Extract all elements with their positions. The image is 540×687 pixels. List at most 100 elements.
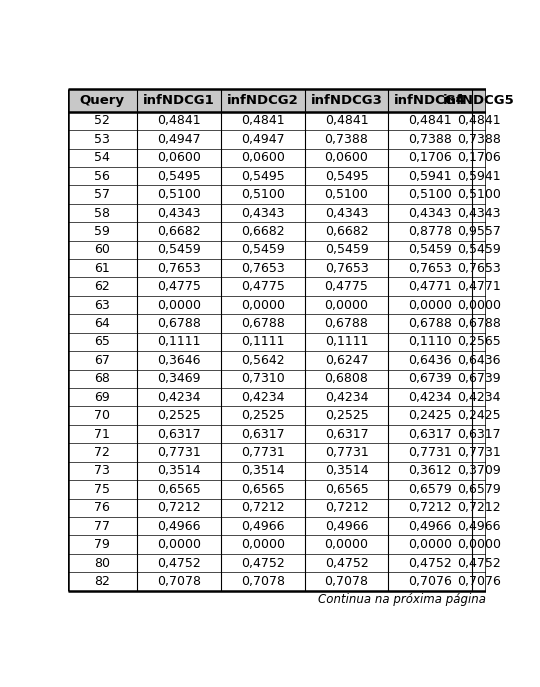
Text: 0,4966: 0,4966	[457, 519, 501, 532]
Text: 0,0000: 0,0000	[157, 299, 201, 312]
Text: 0,2425: 0,2425	[457, 409, 501, 422]
Text: 0,4752: 0,4752	[325, 556, 368, 570]
Text: 58: 58	[94, 207, 110, 220]
Text: 0,5459: 0,5459	[457, 243, 501, 256]
Text: 0,4841: 0,4841	[457, 115, 501, 127]
Text: 0,7731: 0,7731	[408, 446, 452, 459]
Text: 53: 53	[94, 133, 110, 146]
Text: 0,7212: 0,7212	[325, 502, 368, 515]
Text: 0,5459: 0,5459	[157, 243, 201, 256]
Text: 0,4947: 0,4947	[157, 133, 201, 146]
Text: 0,5100: 0,5100	[408, 188, 452, 201]
Text: 0,5941: 0,5941	[457, 170, 501, 183]
Bar	[68, 535, 486, 554]
Text: 0,2425: 0,2425	[408, 409, 452, 422]
Text: 77: 77	[94, 519, 110, 532]
Text: Continua na próxima página: Continua na próxima página	[318, 594, 486, 607]
Bar	[68, 315, 486, 333]
Text: 0,4343: 0,4343	[241, 207, 285, 220]
Bar	[68, 388, 486, 407]
Text: 0,4234: 0,4234	[408, 391, 452, 404]
Text: infNDCG3: infNDCG3	[310, 93, 382, 106]
Text: 57: 57	[94, 188, 110, 201]
Text: 0,4752: 0,4752	[157, 556, 201, 570]
Text: 0,4775: 0,4775	[325, 280, 368, 293]
Bar	[68, 517, 486, 535]
Text: 0,4841: 0,4841	[157, 115, 201, 127]
Text: 0,4752: 0,4752	[457, 556, 501, 570]
Text: 0,7731: 0,7731	[457, 446, 501, 459]
Text: 70: 70	[94, 409, 110, 422]
Bar	[68, 278, 486, 296]
Text: 0,1706: 0,1706	[457, 151, 501, 164]
Text: 0,0000: 0,0000	[408, 538, 452, 551]
Text: 0,7653: 0,7653	[408, 262, 452, 275]
Text: 73: 73	[94, 464, 110, 477]
Text: 0,7076: 0,7076	[457, 575, 501, 588]
Text: 64: 64	[94, 317, 110, 330]
Text: 0,5100: 0,5100	[325, 188, 368, 201]
Text: 0,4771: 0,4771	[408, 280, 452, 293]
Text: 0,7212: 0,7212	[157, 502, 201, 515]
Text: 0,0000: 0,0000	[157, 538, 201, 551]
Text: 0,4947: 0,4947	[241, 133, 285, 146]
Text: 75: 75	[94, 483, 110, 496]
Bar	[68, 259, 486, 278]
Text: 0,2525: 0,2525	[157, 409, 201, 422]
Bar	[68, 240, 486, 259]
Bar	[68, 554, 486, 572]
Text: 0,5941: 0,5941	[408, 170, 452, 183]
Bar	[68, 351, 486, 370]
Text: 0,0000: 0,0000	[325, 538, 368, 551]
Bar	[68, 333, 486, 351]
Text: 80: 80	[94, 556, 110, 570]
Text: 0,7653: 0,7653	[157, 262, 201, 275]
Bar	[68, 499, 486, 517]
Text: 0,7078: 0,7078	[157, 575, 201, 588]
Text: 0,1706: 0,1706	[408, 151, 452, 164]
Text: 0,4234: 0,4234	[241, 391, 285, 404]
Text: 0,5495: 0,5495	[241, 170, 285, 183]
Text: 0,6317: 0,6317	[241, 427, 285, 440]
Text: 67: 67	[94, 354, 110, 367]
Text: 54: 54	[94, 151, 110, 164]
Text: 0,4841: 0,4841	[241, 115, 285, 127]
Text: 0,5100: 0,5100	[241, 188, 285, 201]
Text: 0,0600: 0,0600	[241, 151, 285, 164]
Text: 0,6247: 0,6247	[325, 354, 368, 367]
Text: 0,6739: 0,6739	[457, 372, 501, 385]
Text: 71: 71	[94, 427, 110, 440]
Text: 0,4343: 0,4343	[408, 207, 452, 220]
Text: 0,6739: 0,6739	[408, 372, 452, 385]
Text: infNDCG1: infNDCG1	[143, 93, 215, 106]
Text: 0,1111: 0,1111	[241, 335, 285, 348]
Text: 0,0000: 0,0000	[241, 299, 285, 312]
Text: 0,5100: 0,5100	[157, 188, 201, 201]
Text: 0,6565: 0,6565	[157, 483, 201, 496]
Bar	[68, 222, 486, 240]
Text: 65: 65	[94, 335, 110, 348]
Bar	[68, 148, 486, 167]
Text: 0,7212: 0,7212	[408, 502, 452, 515]
Text: 0,4752: 0,4752	[241, 556, 285, 570]
Bar	[68, 480, 486, 499]
Text: 0,6682: 0,6682	[325, 225, 368, 238]
Text: 0,5642: 0,5642	[241, 354, 285, 367]
Text: 0,6788: 0,6788	[157, 317, 201, 330]
Text: Query: Query	[80, 93, 125, 106]
Bar	[68, 296, 486, 315]
Text: 61: 61	[94, 262, 110, 275]
Text: 0,6565: 0,6565	[325, 483, 368, 496]
Text: 0,3646: 0,3646	[157, 354, 201, 367]
Text: 0,6788: 0,6788	[408, 317, 452, 330]
Text: 0,2565: 0,2565	[457, 335, 501, 348]
Text: 0,4966: 0,4966	[408, 519, 452, 532]
Text: 0,6317: 0,6317	[157, 427, 201, 440]
Text: 0,7076: 0,7076	[408, 575, 452, 588]
Text: 0,4966: 0,4966	[325, 519, 368, 532]
Text: 0,9557: 0,9557	[457, 225, 501, 238]
Text: 0,6317: 0,6317	[408, 427, 452, 440]
Text: 62: 62	[94, 280, 110, 293]
Text: 0,6788: 0,6788	[241, 317, 285, 330]
Text: 0,6436: 0,6436	[457, 354, 501, 367]
